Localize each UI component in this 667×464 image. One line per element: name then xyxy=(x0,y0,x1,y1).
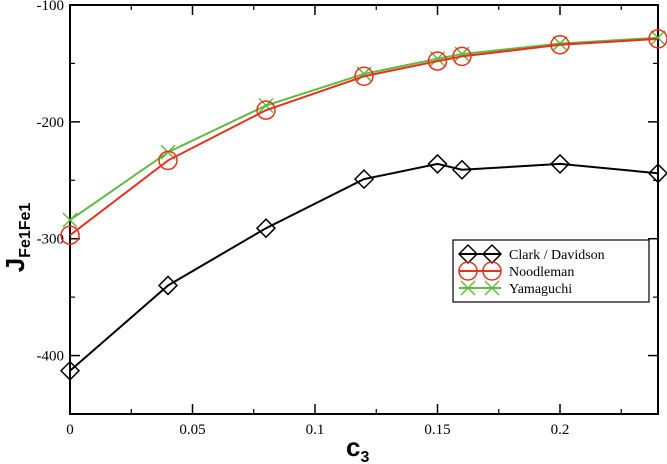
data-point-marker xyxy=(255,218,277,239)
plot-frame xyxy=(69,4,659,415)
legend-marker xyxy=(484,280,500,296)
y-axis-title: JFe1Fe1 xyxy=(0,203,34,273)
x-tick-label: 0 xyxy=(66,422,74,438)
y-tick-label: -100 xyxy=(37,0,65,14)
data-point-marker xyxy=(158,150,178,171)
data-point-marker xyxy=(549,153,571,174)
series-line xyxy=(69,162,659,372)
plot-border xyxy=(69,4,659,415)
y-axis-title-subscript: Fe1Fe1 xyxy=(17,203,34,258)
legend-marker xyxy=(481,243,503,265)
data-point-marker xyxy=(62,212,78,228)
data-point-marker xyxy=(427,153,448,174)
series-1 xyxy=(60,29,667,245)
data-point-marker xyxy=(427,51,448,71)
series-line xyxy=(69,36,659,221)
legend-marker xyxy=(457,243,479,265)
axis-ticks xyxy=(69,4,658,415)
series-2 xyxy=(62,30,666,228)
data-point-marker xyxy=(648,29,667,49)
legend-marker xyxy=(458,261,478,281)
data-point-marker xyxy=(552,36,568,52)
series-layer xyxy=(59,29,667,381)
y-axis-title-main: J xyxy=(0,258,30,272)
data-point-marker xyxy=(258,97,274,114)
x-tick-label: 0.2 xyxy=(551,422,570,438)
x-tick-label: 0.05 xyxy=(179,422,205,438)
x-axis-title-subscript: 3 xyxy=(360,449,369,464)
data-point-marker xyxy=(157,275,179,296)
series-line xyxy=(69,37,659,237)
y-tick-label: -200 xyxy=(37,115,65,131)
data-point-marker xyxy=(451,159,473,180)
legend-marker xyxy=(460,280,476,296)
axis-tick-labels: 0 0.05 0.1 0.15 0.2 -400 -300 -200 -100 xyxy=(37,0,570,438)
legend-entry: Noodleman xyxy=(458,261,574,281)
x-axis-title-main: c xyxy=(346,432,360,462)
legend-label: Clark / Davidson xyxy=(509,248,605,263)
data-point-marker xyxy=(647,163,667,184)
data-point-marker xyxy=(650,30,666,46)
legend-marker xyxy=(482,261,502,281)
data-point-marker xyxy=(60,225,80,245)
data-point-marker xyxy=(59,360,81,381)
legend-entry: Yamaguchi xyxy=(459,280,572,297)
data-point-marker xyxy=(353,169,375,190)
series-0 xyxy=(59,153,667,381)
x-tick-label: 0.1 xyxy=(306,422,325,438)
x-tick-label: 0.15 xyxy=(424,422,450,438)
legend-label: Yamaguchi xyxy=(509,282,572,297)
legend-entry: Clark / Davidson xyxy=(457,243,605,265)
data-point-marker xyxy=(550,34,570,55)
data-point-marker xyxy=(354,66,374,87)
data-point-marker xyxy=(256,100,276,120)
data-point-marker xyxy=(452,46,472,67)
y-tick-label: -400 xyxy=(37,349,65,365)
legend: Clark / Davidson Noodleman Yamaguchi xyxy=(452,239,650,303)
legend-label: Noodleman xyxy=(509,265,574,280)
x-axis-title: c3 xyxy=(346,432,369,464)
y-tick-label: -300 xyxy=(37,232,65,248)
